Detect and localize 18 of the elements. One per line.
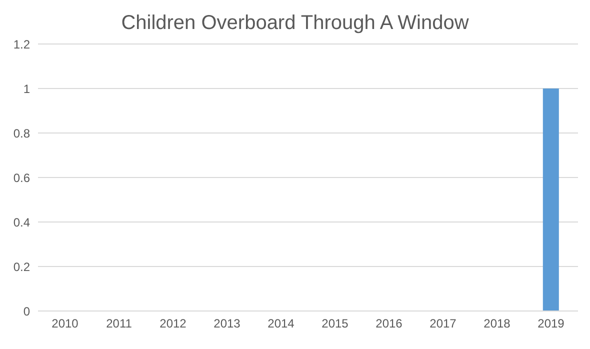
x-tick-label: 2013 bbox=[214, 316, 241, 331]
x-tick-label: 2019 bbox=[538, 316, 565, 331]
x-tick-label: 2012 bbox=[160, 316, 187, 331]
y-tick-label: 0 bbox=[23, 304, 30, 318]
x-tick-label: 2015 bbox=[322, 316, 349, 331]
x-tick-label: 2016 bbox=[376, 316, 403, 331]
x-tick-label: 2018 bbox=[484, 316, 511, 331]
y-tick-label: 0.6 bbox=[13, 170, 30, 185]
x-tick-label: 2017 bbox=[430, 316, 457, 331]
y-tick-label: 1.2 bbox=[13, 37, 30, 52]
y-tick-label: 1 bbox=[23, 82, 30, 96]
x-tick-label: 2010 bbox=[52, 316, 79, 331]
chart-title: Children Overboard Through A Window bbox=[120, 11, 470, 36]
x-tick-label: 2014 bbox=[268, 316, 295, 331]
y-tick-label: 0.8 bbox=[13, 126, 30, 140]
y-tick-label: 0.2 bbox=[13, 260, 30, 274]
y-tick-label: 0.4 bbox=[13, 215, 30, 230]
x-tick-label: 2011 bbox=[106, 316, 132, 331]
